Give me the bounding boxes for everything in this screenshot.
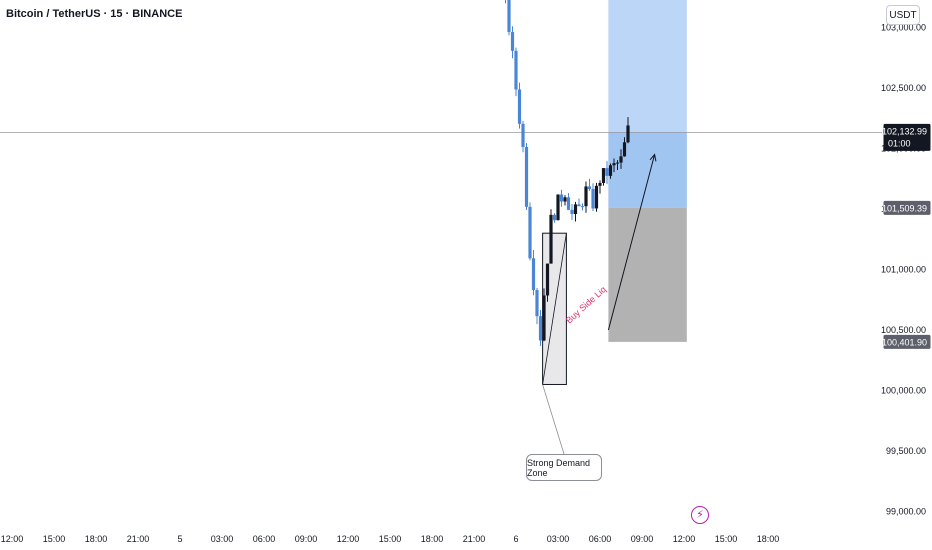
time-axis-label: 03:00 [211,534,234,544]
candle-body [605,168,609,176]
candle-body [587,186,592,189]
symbol-title[interactable]: Bitcoin / TetherUS · 15 · BINANCE [6,8,183,20]
time-axis-label: 15:00 [715,534,738,544]
candle-body [531,258,536,291]
time-axis-label: 06:00 [253,534,276,544]
candle-body [549,214,553,264]
price-axis-label: 100,500.00 [881,325,926,335]
price-axis-label: 99,000.00 [886,507,926,517]
profit-progress-zone [608,132,687,208]
price-tags: 104,859.89102,132.9901:00101,509.39100,4… [882,123,931,349]
price-axis-label: 99,500.00 [886,446,926,456]
candle-body [615,162,620,164]
candle-body [626,125,630,143]
time-axis-label: 12:00 [337,534,360,544]
time-axis-label: 18:00 [85,534,108,544]
price-axis-label: 101,000.00 [881,265,926,275]
demand-zone-diagonal [542,233,567,385]
candle-body [556,194,560,221]
candle-body [608,165,613,176]
candle-body [622,142,627,157]
time-axis[interactable]: 12:00 15:00 18:00 21:00 5 03:00 06:00 09:00 12:0… [1,534,780,544]
currency-button[interactable]: USDT [886,5,920,25]
price-tag-bg [883,200,931,215]
candle-body [514,50,518,90]
time-axis-label: 18:00 [421,534,444,544]
time-axis-label: 6 [513,534,518,544]
candle-body [559,194,564,202]
candle-body [545,263,550,296]
candle-body [521,123,525,147]
price-tag-bg [883,334,931,349]
candles [505,0,630,346]
arrow-head [649,153,657,162]
candle-body [566,197,571,210]
candle-body [577,204,581,207]
demand-zone-callout [542,384,565,455]
candle-body [524,146,529,207]
candle-body [598,182,602,186]
price-axis[interactable]: 106,500.00106,000.00105,500.00105,000.00… [881,0,926,517]
buy-side-liq-arrow [607,154,656,331]
candle-body [584,186,588,207]
price-tag-value: 101,509.39 [882,203,927,213]
time-axis-label: 21:00 [127,534,150,544]
time-axis-label: 18:00 [757,534,780,544]
time-axis-label: 06:00 [589,534,612,544]
candle-body [507,0,511,33]
candle-body [573,204,578,214]
time-axis-label: 15:00 [43,534,66,544]
candle-body [594,185,599,209]
candle-body [552,214,557,221]
price-tag-value: 102,132.99 [882,126,927,136]
candle-body [580,206,585,208]
candle-body [517,89,522,124]
candle-body [535,290,539,317]
time-axis-label: 5 [177,534,182,544]
candle-body [542,295,546,341]
candle-body [538,316,543,341]
candle-body [510,32,515,51]
time-axis-label: 15:00 [379,534,402,544]
candle-body [612,163,616,166]
candle-body [570,209,574,214]
price-tag-value: 100,401.90 [882,337,927,347]
time-axis-label: 12:00 [1,534,24,544]
time-axis-label: 09:00 [295,534,318,544]
buy-side-liq-label: Buy Side Liq [564,284,608,325]
price-axis-label: 103,000.00 [881,22,926,32]
position-zones [542,0,687,385]
price-axis-label: 102,500.00 [881,83,926,93]
lightning-icon[interactable]: ⚡ [691,506,709,524]
candle-body [601,168,606,183]
price-tag-countdown: 01:00 [888,138,911,148]
time-axis-label: 21:00 [463,534,486,544]
candle-body [563,197,567,202]
candle-body [528,206,532,259]
time-axis-label: 03:00 [547,534,570,544]
strong-demand-zone-label[interactable]: Strong Demand Zone [526,454,602,481]
price-tag-bg [883,123,931,151]
candle-body [619,156,623,163]
time-axis-label: 12:00 [673,534,696,544]
price-axis-label: 100,000.00 [881,386,926,396]
candle-body [591,188,595,209]
time-axis-label: 09:00 [631,534,654,544]
stop-zone [608,207,687,342]
